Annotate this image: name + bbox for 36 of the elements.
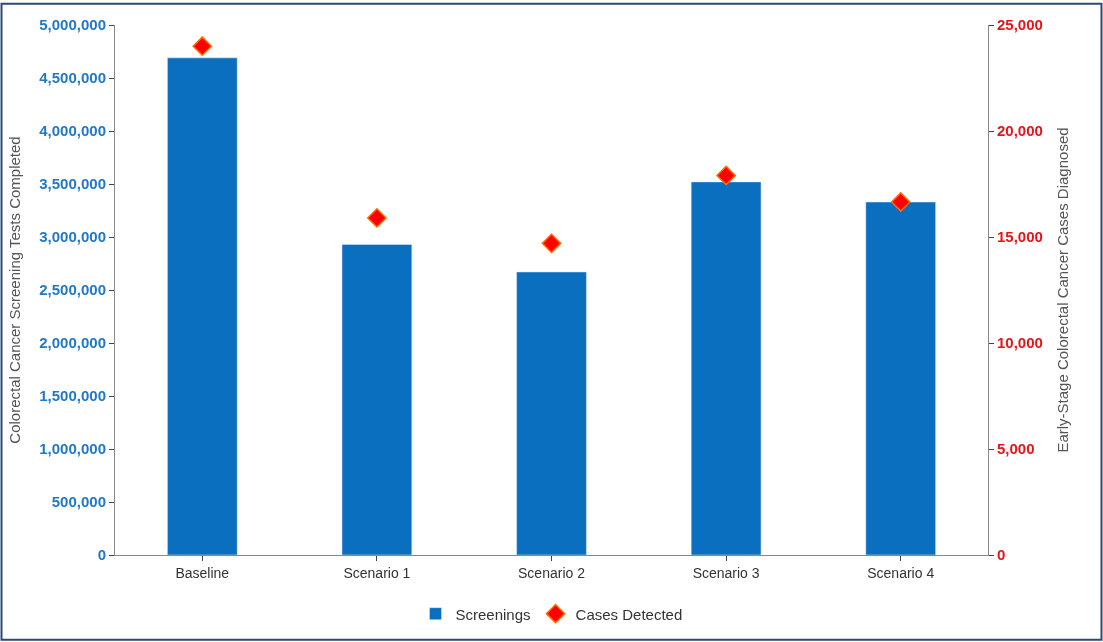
y-tick-label: 0 xyxy=(97,546,106,564)
bar xyxy=(341,244,413,555)
y2-tick-label: 10,000 xyxy=(997,334,1043,352)
y-tick-label: 4,000,000 xyxy=(39,122,106,140)
y-tick-label: 3,500,000 xyxy=(39,175,106,193)
point xyxy=(192,36,213,57)
y2-tick-label: 15,000 xyxy=(997,228,1043,246)
legend-label: Screenings xyxy=(455,605,531,623)
y-axis-title: Colorectal Cancer Screening Tests Completed xyxy=(5,136,23,444)
y2-axis-title: Early-Stage Colorectal Cancer Cases Diagnosed xyxy=(1053,127,1071,453)
point xyxy=(541,233,562,254)
y-tick-label: 5,000,000 xyxy=(39,16,106,34)
bar xyxy=(167,57,238,555)
y-tick-label: 3,000,000 xyxy=(39,228,106,246)
legend-label: Cases Detected xyxy=(575,605,683,623)
y2-tick-label: 5,000 xyxy=(997,440,1035,458)
y-tick-label: 4,500,000 xyxy=(39,69,106,87)
point xyxy=(716,165,736,186)
x-tick-label: Scenario 3 xyxy=(692,564,760,581)
y-tick-label: 2,500,000 xyxy=(39,281,106,299)
bar xyxy=(865,201,936,555)
point xyxy=(367,208,387,228)
y2-tick-label: 0 xyxy=(997,546,1006,564)
point xyxy=(890,192,911,212)
x-tick-label: Scenario 4 xyxy=(867,564,935,581)
y-tick-label: 500,000 xyxy=(51,493,106,511)
y-tick-label: 1,500,000 xyxy=(39,387,106,405)
y2-tick-label: 25,000 xyxy=(997,16,1043,34)
y2-tick-label: 20,000 xyxy=(997,122,1043,140)
y-tick-label: 1,000,000 xyxy=(39,440,106,458)
x-tick-label: Scenario 2 xyxy=(518,564,586,581)
x-tick-label: Scenario 1 xyxy=(343,564,411,581)
bar xyxy=(690,181,762,555)
y-tick-label: 2,000,000 xyxy=(39,334,106,352)
bar xyxy=(516,271,587,555)
x-tick-label: Baseline xyxy=(175,564,230,581)
